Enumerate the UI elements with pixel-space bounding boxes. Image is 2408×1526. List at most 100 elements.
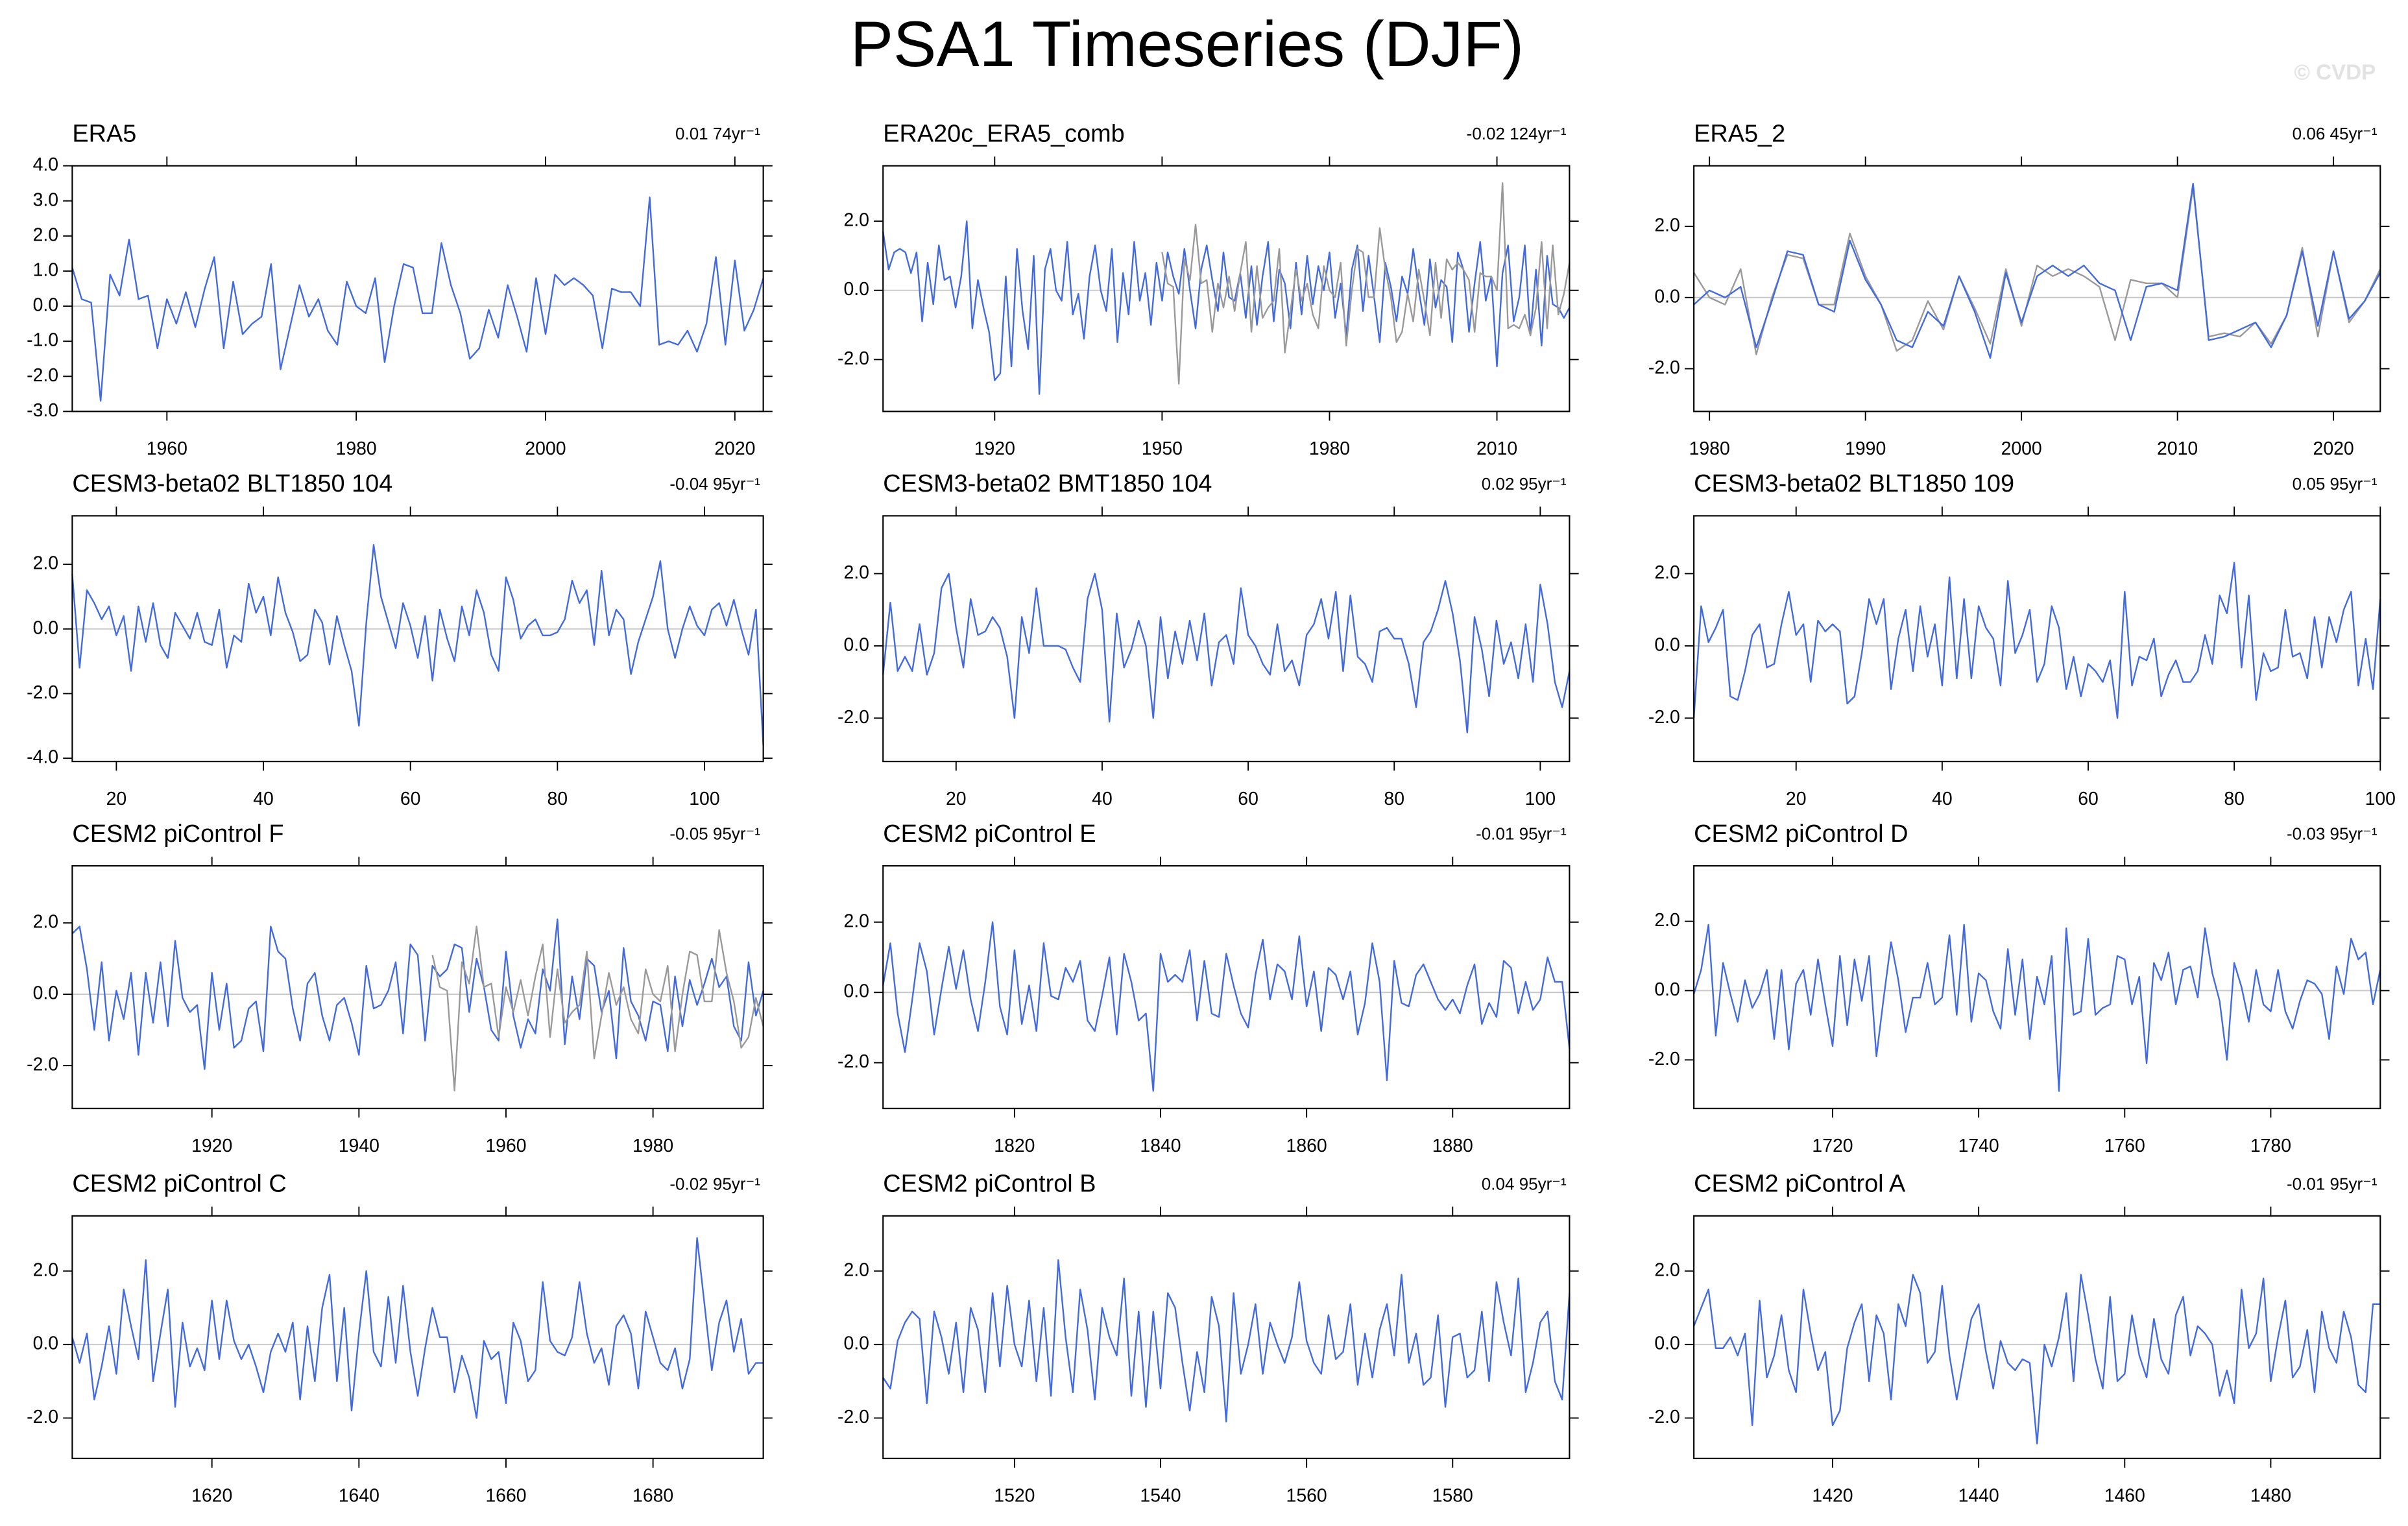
- y-tick-label: 0.0: [1654, 1333, 1680, 1354]
- series-line: [882, 1259, 1571, 1423]
- y-tick-label: 3.0: [33, 189, 58, 210]
- y-tick-label: 0.0: [1654, 979, 1680, 1000]
- y-tick-label: 2.0: [843, 210, 869, 231]
- y-tick-label: 2.0: [33, 912, 58, 933]
- watermark: © CVDP: [2294, 60, 2376, 84]
- x-tick-label: 40: [253, 789, 274, 809]
- x-tick-label: 1720: [1812, 1136, 1853, 1156]
- panel: ERA5 0.01 74yr⁻¹ -3.0 -2.0 -1.0 0.0 1.0 2.0 3.0 4…: [27, 120, 773, 459]
- x-tick-label: 1980: [632, 1136, 673, 1156]
- y-tick-label: 2.0: [1654, 562, 1680, 583]
- x-tick-label: 2010: [2157, 438, 2198, 459]
- y-tick-label: -2.0: [1648, 357, 1680, 378]
- trend-label: -0.03 95yr⁻¹: [2287, 824, 2378, 844]
- panel-title: ERA5_2: [1694, 120, 1785, 147]
- x-tick-label: 1840: [1140, 1136, 1181, 1156]
- x-tick-label: 1740: [1958, 1136, 1999, 1156]
- x-tick-label: 60: [1238, 789, 1258, 809]
- series-line: [71, 544, 764, 746]
- y-tick-label: -1.0: [27, 330, 58, 351]
- series-line: [1692, 562, 2381, 719]
- y-tick-label: 0.0: [843, 1333, 869, 1354]
- y-tick-label: 0.0: [1654, 634, 1680, 655]
- series-line: [882, 921, 1571, 1092]
- x-tick-label: 60: [400, 789, 421, 809]
- trend-label: -0.05 95yr⁻¹: [669, 824, 760, 844]
- x-tick-label: 1860: [1286, 1136, 1327, 1156]
- x-tick-label: 40: [1932, 789, 1953, 809]
- x-tick-label: 1920: [974, 438, 1015, 459]
- panel: CESM3-beta02 BLT1850 109 0.05 95yr⁻¹ -2.0 0…: [1648, 470, 2396, 809]
- y-tick-label: -3.0: [27, 400, 58, 421]
- trend-label: 0.02 95yr⁻¹: [1482, 474, 1567, 494]
- x-tick-label: 1780: [2250, 1136, 2291, 1156]
- x-tick-label: 1960: [147, 438, 187, 459]
- y-tick-label: 2.0: [843, 1259, 869, 1280]
- series-line: [1693, 924, 2381, 1092]
- y-tick-label: 0.0: [33, 983, 58, 1004]
- x-tick-label: 1940: [339, 1136, 379, 1156]
- y-tick-label: -2.0: [1648, 707, 1680, 728]
- plot-frame: [1693, 515, 2381, 763]
- trend-label: 0.05 95yr⁻¹: [2293, 474, 2378, 494]
- y-tick-label: 0.0: [1654, 286, 1680, 307]
- x-tick-label: 2020: [714, 438, 755, 459]
- y-tick-label: 0.0: [33, 617, 58, 638]
- y-tick-label: 0.0: [33, 295, 58, 316]
- x-tick-label: 1990: [1845, 438, 1886, 459]
- y-tick-label: -2.0: [27, 682, 58, 703]
- y-tick-label: 2.0: [843, 911, 869, 931]
- x-tick-label: 1420: [1812, 1486, 1853, 1507]
- series-line: [71, 197, 764, 402]
- y-tick-label: 2.0: [843, 562, 869, 583]
- y-tick-label: 1.0: [33, 259, 58, 280]
- y-tick-label: 2.0: [33, 553, 58, 574]
- plot-frame: [71, 865, 764, 1110]
- x-tick-label: 2020: [2313, 438, 2354, 459]
- y-tick-label: 2.0: [1654, 910, 1680, 931]
- x-tick-label: 1980: [1689, 438, 1730, 459]
- panel-title: CESM2 piControl F: [72, 820, 283, 848]
- y-tick-label: -2.0: [837, 1407, 869, 1427]
- y-tick-label: 2.0: [33, 1259, 58, 1280]
- trend-label: 0.06 45yr⁻¹: [2293, 124, 2378, 143]
- trend-label: -0.02 95yr⁻¹: [669, 1174, 760, 1193]
- y-tick-label: 2.0: [1654, 215, 1680, 235]
- x-tick-label: 80: [1384, 789, 1404, 809]
- trend-label: 0.04 95yr⁻¹: [1482, 1174, 1567, 1193]
- trend-label: -0.02 124yr⁻¹: [1467, 124, 1567, 143]
- series-line: [1161, 182, 1571, 385]
- panel-title: CESM2 piControl D: [1694, 820, 1908, 848]
- x-tick-label: 1660: [485, 1486, 526, 1507]
- x-tick-label: 1980: [1309, 438, 1350, 459]
- x-tick-label: 20: [946, 789, 967, 809]
- series-line: [431, 925, 764, 1091]
- x-tick-label: 1580: [1432, 1486, 1473, 1507]
- x-tick-label: 100: [2365, 789, 2396, 809]
- y-tick-label: 0.0: [843, 279, 869, 300]
- x-tick-label: 1980: [336, 438, 377, 459]
- x-tick-label: 100: [689, 789, 719, 809]
- series-line: [1693, 182, 2381, 359]
- panel-title: ERA20c_ERA5_comb: [883, 120, 1124, 147]
- x-tick-label: 2000: [2001, 438, 2042, 459]
- trend-label: -0.01 95yr⁻¹: [1476, 824, 1567, 844]
- panel: CESM2 piControl F -0.05 95yr⁻¹ -2.0 0.0 2.0 1…: [27, 820, 773, 1156]
- panel: CESM3-beta02 BLT1850 104 -0.04 95yr⁻¹ -4.0…: [27, 470, 773, 809]
- y-tick-label: 0.0: [843, 634, 869, 655]
- panel: CESM2 piControl A -0.01 95yr⁻¹ -2.0 0.0 2.0 1…: [1648, 1170, 2390, 1507]
- y-tick-label: -2.0: [837, 348, 869, 369]
- x-tick-label: 1920: [191, 1136, 232, 1156]
- plot-frame: [882, 1215, 1571, 1459]
- x-tick-label: 1440: [1958, 1486, 1999, 1507]
- panel-title: ERA5: [72, 120, 136, 147]
- plot-frame: [1693, 865, 2381, 1110]
- plot-frame: [71, 1215, 764, 1459]
- panel: CESM2 piControl D -0.03 95yr⁻¹ -2.0 0.0 2.0 1…: [1648, 820, 2390, 1156]
- x-tick-label: 60: [2078, 789, 2099, 809]
- series-line: [1693, 1274, 2381, 1445]
- y-tick-label: -2.0: [1648, 1049, 1680, 1069]
- panel: CESM2 piControl C -0.02 95yr⁻¹ -2.0 0.0 2.0 1…: [27, 1170, 773, 1507]
- x-tick-label: 20: [1786, 789, 1807, 809]
